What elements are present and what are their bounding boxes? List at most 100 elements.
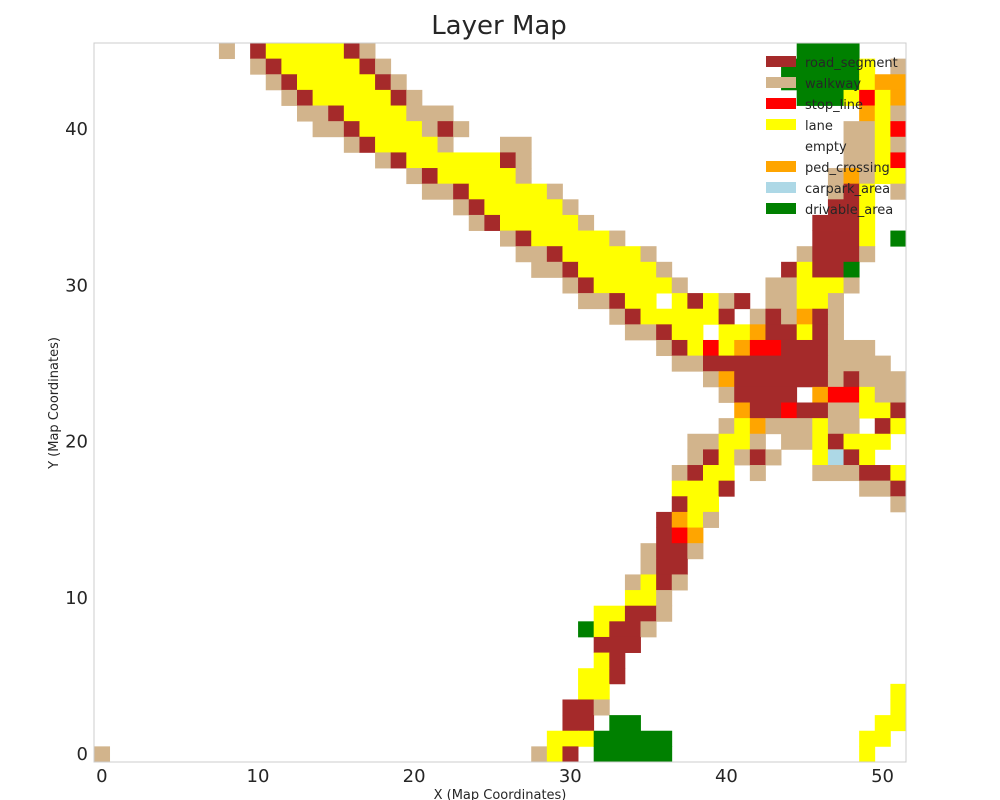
map-cell bbox=[593, 277, 673, 294]
map-cell bbox=[375, 136, 438, 153]
map-cell bbox=[890, 480, 907, 497]
map-cell bbox=[827, 339, 876, 357]
map-cell bbox=[406, 168, 423, 185]
map-cell bbox=[656, 574, 673, 591]
map-cell bbox=[718, 308, 735, 325]
x-tick-label: 30 bbox=[559, 766, 582, 787]
map-cell bbox=[765, 324, 798, 341]
map-cell bbox=[359, 121, 423, 138]
map-cell bbox=[812, 386, 829, 403]
map-cell bbox=[609, 668, 626, 685]
map-cell bbox=[734, 418, 751, 435]
map-cell bbox=[656, 558, 688, 575]
legend-label-ped-crossing: ped_crossing bbox=[805, 161, 890, 176]
map-cell bbox=[718, 293, 735, 310]
map-cell bbox=[656, 261, 673, 278]
map-cell bbox=[297, 105, 329, 122]
map-cell bbox=[796, 308, 813, 325]
map-cell bbox=[624, 308, 641, 325]
map-cell bbox=[843, 433, 891, 450]
map-cell bbox=[578, 730, 595, 747]
map-cell bbox=[874, 418, 891, 435]
map-cell bbox=[562, 277, 579, 294]
map-cell bbox=[687, 465, 704, 482]
legend-label-empty: empty bbox=[805, 140, 847, 155]
map-cell bbox=[624, 605, 657, 622]
map-cell bbox=[343, 136, 360, 153]
map-cell bbox=[656, 324, 673, 341]
map-cell bbox=[718, 480, 735, 497]
map-cell bbox=[671, 355, 704, 372]
map-cell bbox=[406, 105, 423, 122]
map-cell bbox=[671, 511, 688, 528]
legend-label-road-segment: road_segment bbox=[805, 56, 898, 71]
legend-label-stop-line: stop_line bbox=[805, 98, 863, 113]
map-cell bbox=[640, 308, 720, 325]
map-cell bbox=[890, 699, 907, 716]
map-cell bbox=[687, 449, 704, 466]
map-cell bbox=[859, 230, 876, 247]
map-cell bbox=[390, 89, 407, 106]
map-cell bbox=[890, 121, 907, 138]
map-cell bbox=[796, 261, 813, 278]
map-cell bbox=[827, 386, 860, 403]
map-cell bbox=[749, 324, 766, 341]
map-cell bbox=[749, 339, 782, 357]
map-cell bbox=[734, 449, 751, 466]
map-cell bbox=[874, 715, 907, 732]
map-cell bbox=[546, 246, 563, 263]
map-cell bbox=[624, 574, 641, 591]
map-cell bbox=[343, 121, 360, 138]
map-cell bbox=[656, 543, 688, 560]
map-cell bbox=[671, 496, 688, 513]
map-cell bbox=[515, 168, 532, 185]
y-tick-label: 40 bbox=[65, 119, 88, 140]
map-cell bbox=[609, 308, 626, 325]
map-cell bbox=[687, 433, 720, 450]
map-cell bbox=[890, 89, 907, 106]
x-axis-label: X (Map Coordinates) bbox=[434, 788, 567, 800]
map-cell bbox=[297, 74, 376, 91]
map-cell bbox=[390, 152, 407, 169]
map-cell bbox=[578, 683, 610, 700]
map-cell bbox=[843, 402, 860, 419]
map-cell bbox=[890, 683, 907, 700]
map-cell bbox=[781, 58, 860, 75]
map-cell bbox=[437, 121, 454, 138]
map-cell bbox=[812, 324, 829, 341]
map-cell bbox=[359, 58, 376, 75]
map-cell bbox=[859, 371, 907, 388]
map-cell bbox=[437, 136, 454, 153]
map-cell bbox=[640, 543, 657, 560]
map-cell bbox=[406, 89, 423, 106]
map-cell bbox=[734, 402, 751, 419]
map-cell bbox=[390, 74, 407, 91]
map-cell bbox=[781, 339, 829, 357]
map-cell bbox=[859, 74, 876, 91]
map-cell bbox=[609, 715, 641, 732]
map-cell bbox=[874, 105, 891, 122]
x-axis-ticks: 0 10 20 30 40 50 bbox=[96, 766, 894, 787]
map-cell bbox=[734, 371, 829, 388]
map-cell bbox=[843, 136, 876, 153]
map-cell bbox=[703, 371, 720, 388]
map-cell bbox=[656, 590, 673, 607]
map-cell bbox=[890, 152, 907, 169]
legend-swatch-road-segment bbox=[766, 56, 796, 67]
map-cell bbox=[827, 183, 844, 200]
map-cell bbox=[827, 308, 844, 325]
map-cell bbox=[531, 746, 548, 763]
map-cell bbox=[593, 730, 673, 747]
map-cell bbox=[312, 89, 392, 106]
map-cell bbox=[593, 636, 641, 653]
map-cell bbox=[703, 465, 735, 482]
map-cell bbox=[718, 418, 735, 435]
map-cell bbox=[609, 230, 626, 247]
map-cell bbox=[843, 277, 860, 294]
map-cell bbox=[531, 230, 610, 247]
map-cell bbox=[578, 214, 595, 231]
map-cell bbox=[671, 574, 688, 591]
map-cell bbox=[827, 449, 844, 466]
